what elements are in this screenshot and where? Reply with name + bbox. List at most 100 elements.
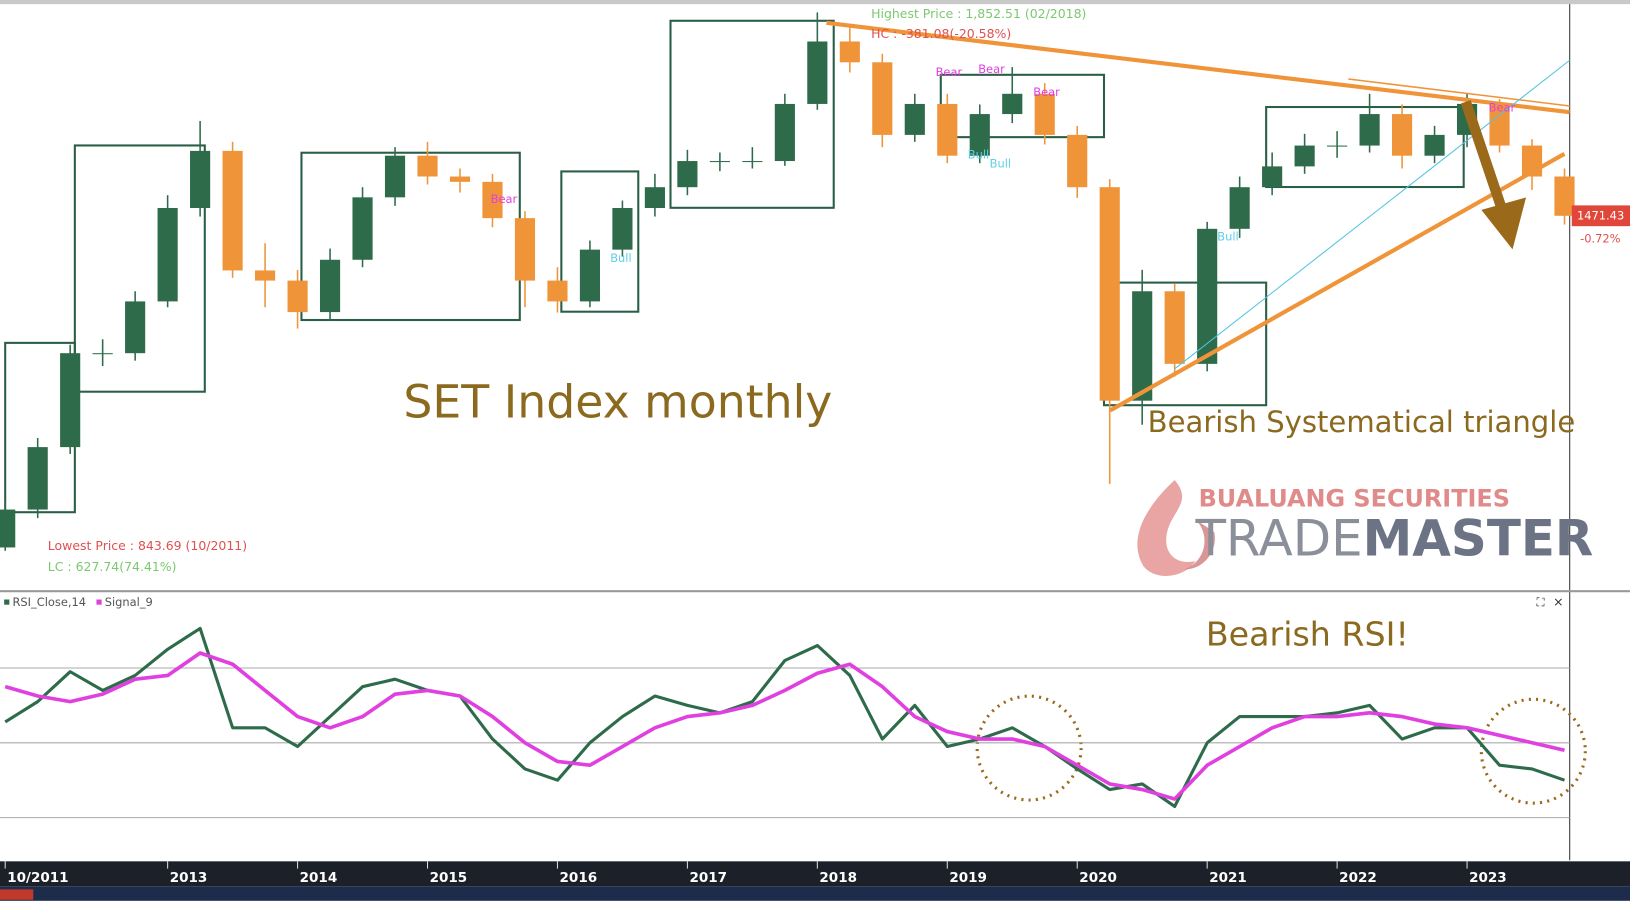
legend-label: RSI_Close,14 <box>12 595 86 609</box>
candle-body <box>937 103 958 156</box>
signal-label: Bear <box>1033 85 1060 99</box>
candle-body <box>969 114 990 156</box>
candle-body <box>1132 291 1153 401</box>
candle-body <box>1424 134 1445 156</box>
candle-body <box>449 176 471 182</box>
brand-light: TRADE <box>1194 509 1362 567</box>
x-axis-band <box>0 861 1630 887</box>
chart-title: SET Index monthly <box>403 376 832 429</box>
legend-swatch <box>4 599 10 605</box>
x-tick-label: 2015 <box>430 870 468 886</box>
candle-body <box>1262 166 1283 188</box>
signal-label: Bull <box>610 251 631 265</box>
last-price-label: 1471.43 <box>1577 208 1624 222</box>
x-tick-label: 2017 <box>689 870 727 886</box>
candle-body <box>287 280 308 313</box>
candle-body <box>1489 103 1510 146</box>
last-price-tag <box>1571 205 1630 227</box>
candle-body <box>0 509 16 548</box>
logo-flame <box>1185 519 1215 570</box>
candle-body <box>319 259 341 313</box>
price-change: -0.72% <box>1580 231 1621 245</box>
logo-flame <box>1137 480 1196 576</box>
x-tick-label: 10/2011 <box>7 870 68 886</box>
candle-body <box>482 181 503 219</box>
channel-line <box>1174 59 1571 370</box>
candle-body <box>60 353 81 448</box>
candles: 1471.43 <box>0 12 1630 551</box>
x-tick-label: 2016 <box>560 870 598 886</box>
signal-label: Bull <box>968 147 989 161</box>
hc-label: HC : -381.08(-20.58%) <box>871 26 1011 41</box>
candle-body <box>1327 145 1348 147</box>
candle-body <box>839 41 860 63</box>
legend-label: Signal_9 <box>105 595 153 609</box>
candle-body <box>904 103 925 135</box>
range-box <box>560 170 640 313</box>
candle-body <box>514 218 536 281</box>
candle-body <box>1197 228 1218 364</box>
lc-label: LC : 627.74(74.41%) <box>48 559 177 574</box>
highest-price: Highest Price : 1,852.51 (02/2018) <box>871 6 1086 21</box>
candle-body <box>27 447 48 510</box>
x-tick-label: 2021 <box>1209 870 1247 886</box>
signal-label: Bear <box>1489 101 1516 115</box>
highlight-circle <box>975 694 1083 802</box>
rsi-annotation: Bearish RSI! <box>1206 614 1409 653</box>
candle-body <box>547 280 568 302</box>
watermark-brand: TRADEMASTER <box>1194 509 1593 567</box>
annotations: Highest Price : 1,852.51 (02/2018) HC : … <box>48 6 1621 574</box>
legend-swatch <box>96 599 102 605</box>
bearish-arrow <box>1460 100 1509 215</box>
x-tick-label: 2018 <box>819 870 857 886</box>
signal-label: Bear <box>491 192 518 206</box>
candle-body <box>709 161 730 163</box>
highlight-circle <box>1479 697 1587 805</box>
candle-body <box>417 155 438 177</box>
trend-line <box>826 20 1570 115</box>
candle-body <box>1554 176 1575 216</box>
candle-body <box>1034 93 1055 135</box>
x-tick-label: 2014 <box>300 870 338 886</box>
candle-body <box>1392 114 1413 156</box>
scroll-thumb[interactable] <box>0 889 34 900</box>
candle-body <box>1164 291 1185 364</box>
brand-bold: MASTER <box>1363 509 1594 567</box>
watermark-company: BUALUANG SECURITIES <box>1199 485 1510 513</box>
candle-body <box>92 353 113 355</box>
candle-body <box>1002 93 1023 115</box>
signal-label: Bull <box>990 157 1011 171</box>
signal-label: Bear <box>936 65 963 79</box>
candle-body <box>384 155 406 198</box>
candle-body <box>125 301 146 354</box>
candle-body <box>1099 187 1120 401</box>
x-tick-label: 2023 <box>1469 870 1507 886</box>
lowest-price: Lowest Price : 843.69 (10/2011) <box>48 538 247 553</box>
candle-body <box>807 41 828 104</box>
candle-body <box>774 103 795 162</box>
range-box <box>669 19 835 209</box>
trend-line <box>1348 78 1570 107</box>
candle-body <box>255 270 276 281</box>
candle-body <box>1294 145 1315 167</box>
candle-body <box>1229 187 1250 229</box>
x-tick-label: 2013 <box>170 870 208 886</box>
trend-line <box>1109 151 1566 413</box>
range-box <box>1265 105 1465 189</box>
candle-body <box>677 161 698 188</box>
candle-body <box>612 208 633 250</box>
bearish-arrow-head <box>1481 197 1527 250</box>
candle-body <box>1359 114 1380 146</box>
rsi-panel: Bearish RSI! ⛶ × RSI_Close,14 Signal_9 <box>0 594 1587 819</box>
x-tick-label: 2020 <box>1079 870 1117 886</box>
candle-body <box>190 150 211 209</box>
panel-control[interactable]: × <box>1553 594 1563 609</box>
candle-body <box>157 208 178 302</box>
top-border <box>0 0 1630 5</box>
candle-body <box>872 62 893 135</box>
panel-control[interactable]: ⛶ <box>1536 595 1544 609</box>
candle-body <box>1067 134 1088 188</box>
scroll-bar <box>0 886 1630 901</box>
